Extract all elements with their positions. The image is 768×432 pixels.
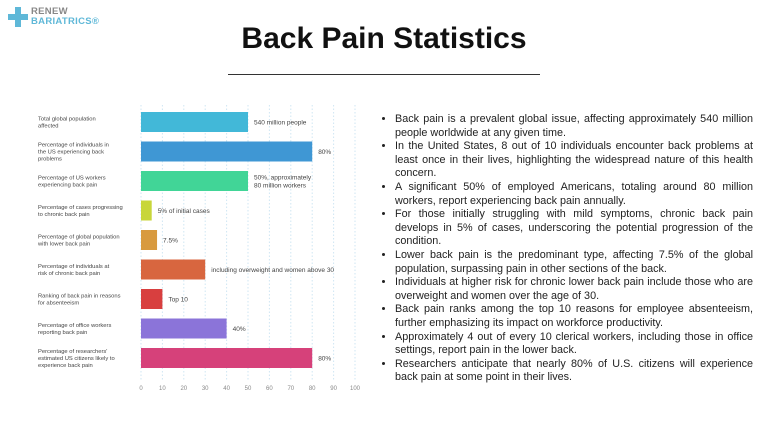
bar — [141, 112, 248, 132]
x-tick-label: 30 — [202, 386, 209, 392]
data-label: 7.5% — [163, 238, 178, 245]
category-label: Total global population affected — [38, 116, 96, 129]
x-tick-label: 50 — [245, 386, 252, 392]
x-tick-label: 60 — [266, 386, 273, 392]
data-label: 80% — [318, 149, 331, 156]
x-tick-label: 90 — [330, 386, 337, 392]
bullet-item: Lower back pain is the predominant type,… — [395, 249, 753, 276]
bullet-item: Individuals at higher risk for chronic l… — [395, 276, 753, 303]
category-label: Percentage of global population with lowe… — [37, 234, 120, 247]
title-divider — [228, 74, 540, 75]
data-label: including overweight and women above 30 — [211, 267, 334, 274]
category-label: Percentage of individuals in the US exper… — [38, 142, 109, 162]
bar — [141, 171, 248, 191]
data-label: 540 million people — [254, 120, 307, 127]
bar-chart: 0 10 20 30 40 50 60 70 80 90 100 Total global popul… — [37, 105, 361, 392]
data-label: 80% — [318, 356, 331, 363]
category-label: Percentage of cases progressing to chroni… — [38, 205, 123, 218]
bullet-item: Approximately 4 out of every 10 clerical… — [395, 331, 753, 358]
bar — [141, 141, 313, 162]
data-label: 5% of initial cases — [158, 208, 211, 215]
category-label: Ranking of back pain in reasons for absen… — [38, 293, 121, 306]
x-tick-label: 70 — [287, 386, 294, 392]
bullet-item: Back pain ranks among the top 10 reasons… — [395, 303, 753, 330]
bullet-item: A significant 50% of employed Americans,… — [395, 181, 753, 208]
x-tick-label: 10 — [159, 386, 166, 392]
bar — [141, 259, 206, 280]
data-label: 50%, approximately 80 million workers — [254, 175, 312, 190]
x-tick-label: 40 — [223, 386, 230, 392]
bullet-item: In the United States, 8 out of 10 indivi… — [395, 140, 753, 181]
bar — [141, 318, 227, 339]
bar — [141, 230, 158, 250]
bullet-item: For those initially struggling with mild… — [395, 208, 753, 249]
data-label: Top 10 — [168, 297, 188, 304]
bullet-item: Researchers anticipate that nearly 80% o… — [395, 358, 753, 385]
category-label: Percentage of researchers' estimated US c… — [38, 349, 115, 369]
logo-line2: BARIATRICS® — [31, 16, 100, 27]
bar — [141, 200, 152, 221]
x-tick-label: 20 — [180, 386, 187, 392]
category-label: Percentage of individuals at risk of chro… — [38, 264, 110, 277]
logo: RENEW BARIATRICS® — [8, 7, 99, 27]
bullet-item: Back pain is a prevalent global issue, a… — [395, 113, 753, 140]
logo-line1: RENEW — [31, 6, 68, 17]
x-tick-label: 80 — [309, 386, 316, 392]
data-label: 40% — [233, 326, 246, 333]
page-title: Back Pain Statistics — [241, 22, 527, 55]
x-tick-label: 100 — [350, 386, 361, 392]
bar — [141, 289, 163, 309]
x-tick-label: 0 — [139, 386, 143, 392]
bar — [141, 348, 313, 368]
category-label: Percentage of US workers experiencing bac… — [38, 175, 106, 188]
bullet-list: Back pain is a prevalent global issue, a… — [380, 113, 753, 385]
plus-cross-icon — [8, 7, 28, 27]
category-label: Percentage of office workers reporting ba… — [38, 323, 111, 336]
